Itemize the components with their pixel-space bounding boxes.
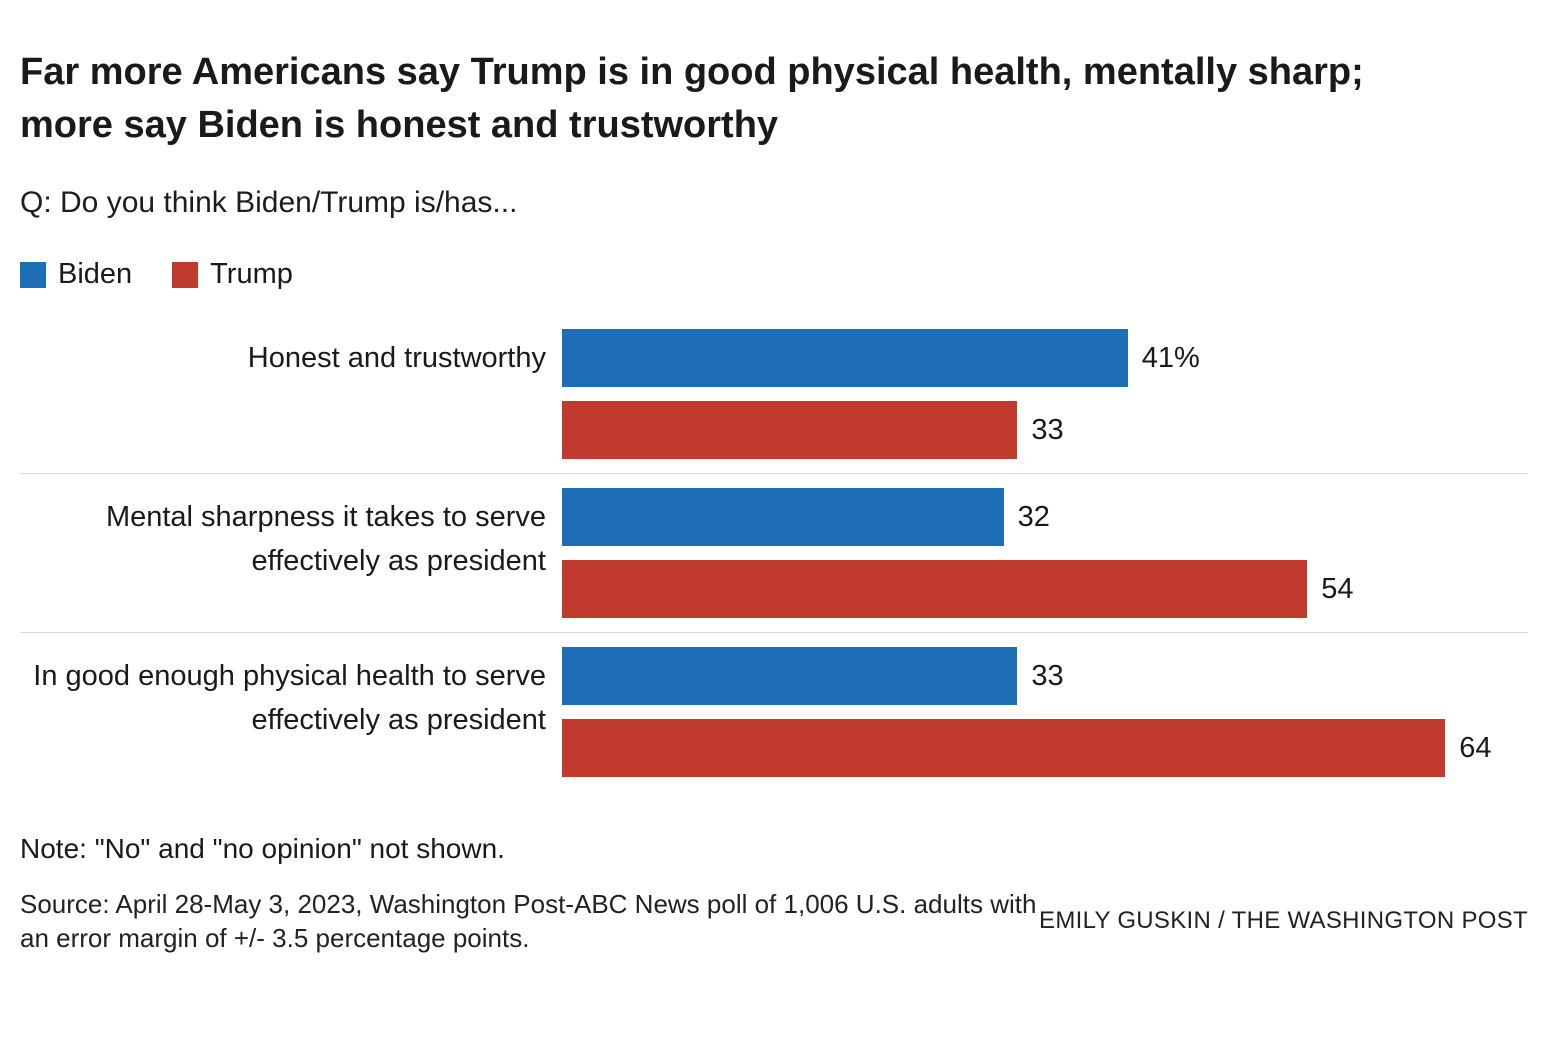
source-text: Source: April 28-May 3, 2023, Washington… (20, 889, 1037, 953)
chart-figure: Far more Americans say Trump is in good … (0, 46, 1548, 1038)
bar-value-label: 41% (1141, 341, 1200, 374)
chart-row: Mental sharpness it takes to serve effec… (20, 473, 1528, 632)
legend: Biden Trump (20, 258, 1528, 291)
bar-value-label: 54 (1321, 572, 1354, 605)
chart-row: Honest and trustworthy 41% 33 (20, 315, 1528, 473)
bar-line-biden: 32 (562, 488, 1528, 546)
bar-value-label: 64 (1459, 731, 1492, 764)
bar-biden (562, 488, 1004, 546)
bar-line-biden: 33 (562, 647, 1528, 705)
biden-swatch-icon (20, 261, 46, 288)
chart-note: Note: "No" and "no opinion" not shown. (20, 833, 505, 864)
bar-biden (562, 329, 1128, 387)
bar-group: 41% 33 (562, 329, 1528, 459)
legend-item-trump: Trump (172, 258, 293, 291)
bar-trump (562, 719, 1446, 777)
chart-row: In good enough physical health to serve … (20, 632, 1528, 791)
bar-trump (562, 560, 1308, 618)
bar-trump (562, 401, 1018, 459)
bar-biden (562, 647, 1018, 705)
bar-chart: Honest and trustworthy 41% 33 Mental sharpn… (20, 315, 1528, 791)
chart-footer: Source: April 28-May 3, 2023, Washington… (20, 887, 1528, 955)
chart-question: Q: Do you think Biden/Trump is/has... (20, 186, 518, 219)
bar-line-trump: 33 (562, 401, 1528, 459)
chart-title: Far more Americans say Trump is in good … (20, 51, 1364, 146)
legend-label-trump: Trump (210, 258, 293, 290)
bar-line-trump: 64 (562, 719, 1528, 777)
legend-label-biden: Biden (58, 258, 133, 290)
bar-group: 32 54 (562, 488, 1528, 618)
bar-value-label: 32 (1017, 500, 1050, 533)
bar-value-label: 33 (1031, 659, 1064, 692)
category-label: Honest and trustworthy (247, 342, 546, 374)
category-label: Mental sharpness it takes to serve effec… (105, 501, 546, 577)
bar-line-trump: 54 (562, 560, 1528, 618)
trump-swatch-icon (172, 261, 199, 288)
bar-line-biden: 41% (562, 329, 1528, 387)
bar-value-label: 33 (1031, 413, 1064, 446)
credit-text: EMILY GUSKIN / THE WASHINGTON POST (1039, 907, 1528, 934)
bar-group: 33 64 (562, 647, 1528, 777)
legend-item-biden: Biden (20, 258, 132, 291)
category-label: In good enough physical health to serve … (33, 660, 546, 736)
